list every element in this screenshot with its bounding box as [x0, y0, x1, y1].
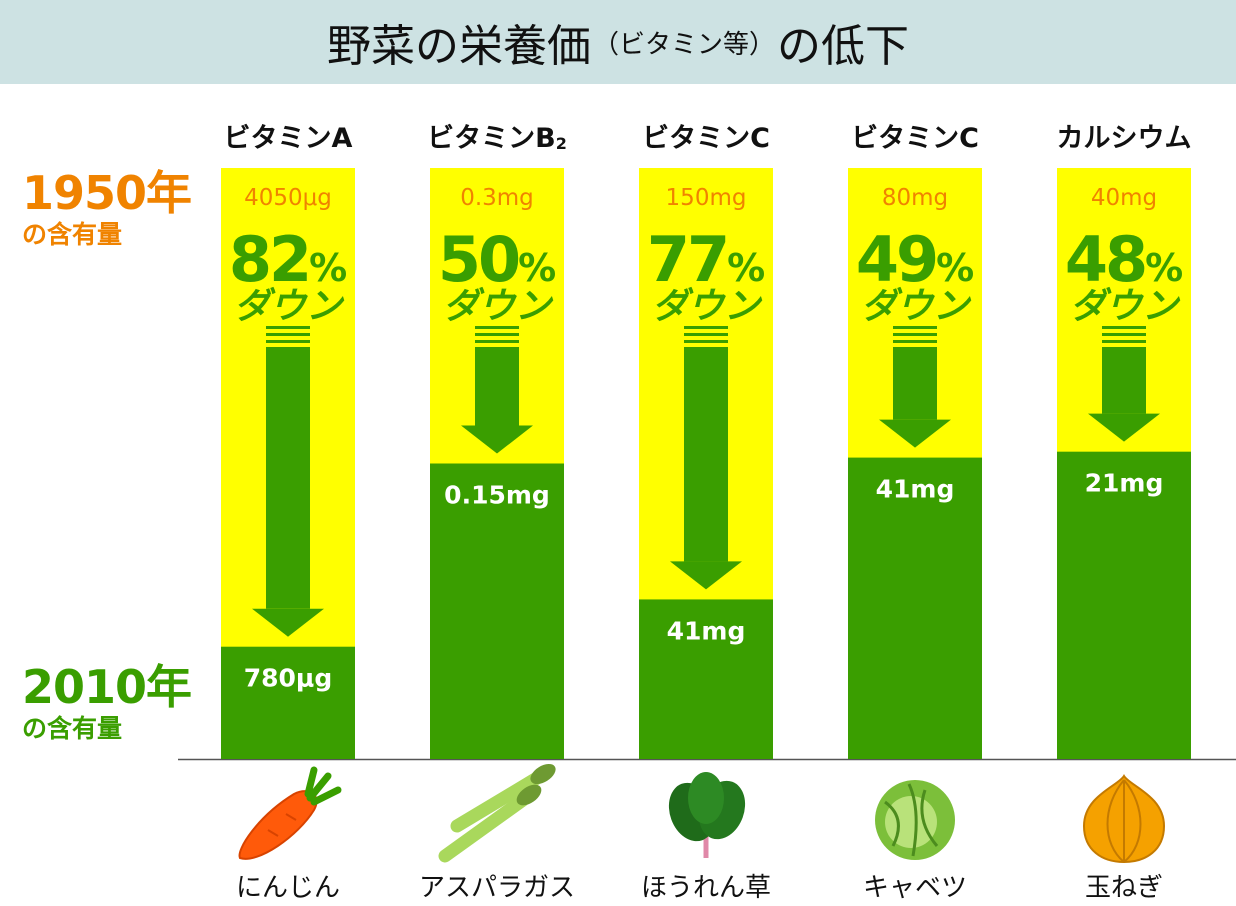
arrow-stripe — [266, 340, 310, 343]
arrow-head — [879, 419, 951, 448]
asparagus-icon — [438, 763, 556, 863]
arrow-stripe — [1102, 326, 1146, 329]
arrow-stripe — [684, 326, 728, 329]
value-1950-label: 40mg — [1091, 185, 1157, 211]
bar-group-3: ビタミンC 150mg 77%ダウン 41mg ほうれん草 — [639, 123, 773, 903]
year-2010-label: 2010年 — [22, 660, 192, 714]
value-1950-label: 80mg — [882, 185, 948, 211]
arrow-stripe — [893, 340, 937, 343]
value-2010-label: 21mg — [1085, 469, 1164, 498]
arrow-stripe — [893, 333, 937, 336]
down-arrow — [879, 326, 951, 448]
arrow-shaft — [684, 347, 728, 562]
down-arrow — [252, 326, 324, 637]
cabbage-veins — [884, 783, 939, 857]
vegetable-label: キャベツ — [863, 873, 967, 903]
arrow-head — [252, 608, 324, 637]
down-arrow — [461, 326, 533, 454]
nutrient-label: カルシウム — [1057, 123, 1192, 154]
nutrient-label: ビタミンC — [851, 123, 979, 154]
percent-down-label: 77% — [647, 223, 765, 296]
arrow-shaft — [266, 347, 310, 609]
percent-down-label: 48% — [1065, 223, 1183, 296]
arrow-stripe — [266, 326, 310, 329]
arrow-head — [670, 561, 742, 590]
bar-2010 — [430, 463, 564, 759]
bar-2010 — [848, 457, 982, 759]
value-2010-label: 41mg — [876, 475, 955, 504]
arrow-shaft — [1102, 347, 1146, 414]
bar-2010 — [221, 646, 355, 759]
down-label: ダウン — [443, 286, 554, 327]
bar-group-1: ビタミンA 4050μg 82%ダウン 780μg にんじん — [221, 123, 355, 903]
arrow-stripe — [1102, 340, 1146, 343]
cabbage-inner — [885, 796, 937, 848]
carrot-leaves — [304, 766, 342, 806]
value-2010-label: 41mg — [667, 616, 746, 645]
bar-2010 — [1057, 451, 1191, 759]
carrot-body — [238, 790, 318, 860]
nutrient-label: ビタミンA — [224, 123, 353, 154]
carrot-icon — [238, 766, 342, 860]
arrow-stripe — [475, 326, 519, 329]
arrow-stripe — [893, 326, 937, 329]
down-label: ダウン — [234, 286, 345, 327]
value-1950-label: 4050μg — [244, 185, 332, 211]
vegetable-label: 玉ねぎ — [1085, 873, 1163, 903]
arrow-stripe — [1102, 333, 1146, 336]
value-1950-label: 150mg — [666, 185, 747, 211]
cabbage-icon — [875, 780, 955, 860]
asparagus-stalk — [438, 793, 530, 863]
value-2010-label: 780μg — [244, 664, 332, 693]
year-1950-label: 1950年 — [22, 166, 192, 220]
asparagus-stalk — [450, 771, 544, 833]
bar-group-4: ビタミンC 80mg 49%ダウン 41mg キャベツ — [848, 123, 982, 903]
spinach-icon — [668, 772, 746, 858]
asparagus-tip — [516, 784, 542, 806]
asparagus-tip — [530, 763, 556, 785]
bar-group-5: カルシウム 40mg 48%ダウン 21mg 玉ねぎ — [1057, 123, 1192, 903]
arrow-shaft — [475, 347, 519, 426]
arrow-stripe — [475, 333, 519, 336]
vegetable-label: ほうれん草 — [641, 873, 771, 903]
title-band — [0, 0, 1236, 84]
down-arrow — [670, 326, 742, 590]
bar-group-2: ビタミンB2 0.3mg 50%ダウン 0.15mg アスパラガス — [419, 123, 575, 903]
title-sub: （ビタミン等） — [592, 29, 775, 60]
down-arrow — [1088, 326, 1160, 442]
nutrient-label: ビタミンC — [642, 123, 770, 154]
spinach-leaf — [688, 772, 724, 824]
page-title: 野菜の栄養価 （ビタミン等） の低下 — [0, 0, 1236, 84]
arrow-shaft — [893, 347, 937, 420]
vegetable-label: にんじん — [236, 873, 340, 903]
bar-2010 — [639, 599, 773, 759]
percent-down-label: 49% — [856, 223, 974, 296]
carrot-lines — [267, 813, 297, 837]
year-2010-sub-label: の含有量 — [22, 714, 123, 743]
vegetable-label: アスパラガス — [419, 873, 575, 903]
percent-down-label: 82% — [229, 223, 347, 296]
value-1950-label: 0.3mg — [460, 185, 534, 211]
value-2010-label: 0.15mg — [444, 481, 550, 510]
arrow-stripe — [266, 333, 310, 336]
arrow-head — [461, 425, 533, 454]
onion-lines — [1106, 779, 1142, 863]
down-label: ダウン — [861, 286, 972, 327]
percent-down-label: 50% — [438, 223, 556, 296]
down-label: ダウン — [1070, 286, 1181, 327]
nutrient-label: ビタミンB2 — [427, 123, 567, 154]
title-main: 野菜の栄養価 — [326, 21, 591, 72]
onion-icon — [1082, 774, 1166, 864]
arrow-head — [1088, 413, 1160, 442]
year-1950-sub-label: の含有量 — [22, 220, 123, 249]
arrow-stripe — [684, 340, 728, 343]
arrow-stripe — [684, 333, 728, 336]
arrow-stripe — [475, 340, 519, 343]
title-end: の低下 — [777, 21, 909, 72]
down-label: ダウン — [652, 286, 763, 327]
